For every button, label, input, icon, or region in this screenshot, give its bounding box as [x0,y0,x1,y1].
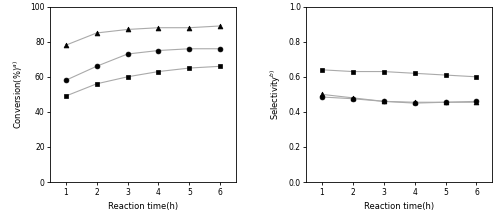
X-axis label: Reaction time(h): Reaction time(h) [363,202,433,211]
X-axis label: Reaction time(h): Reaction time(h) [108,202,178,211]
Y-axis label: Conversion(%)$^{a)}$: Conversion(%)$^{a)}$ [11,60,25,129]
Y-axis label: Selectivity$^{b)}$: Selectivity$^{b)}$ [268,69,283,120]
